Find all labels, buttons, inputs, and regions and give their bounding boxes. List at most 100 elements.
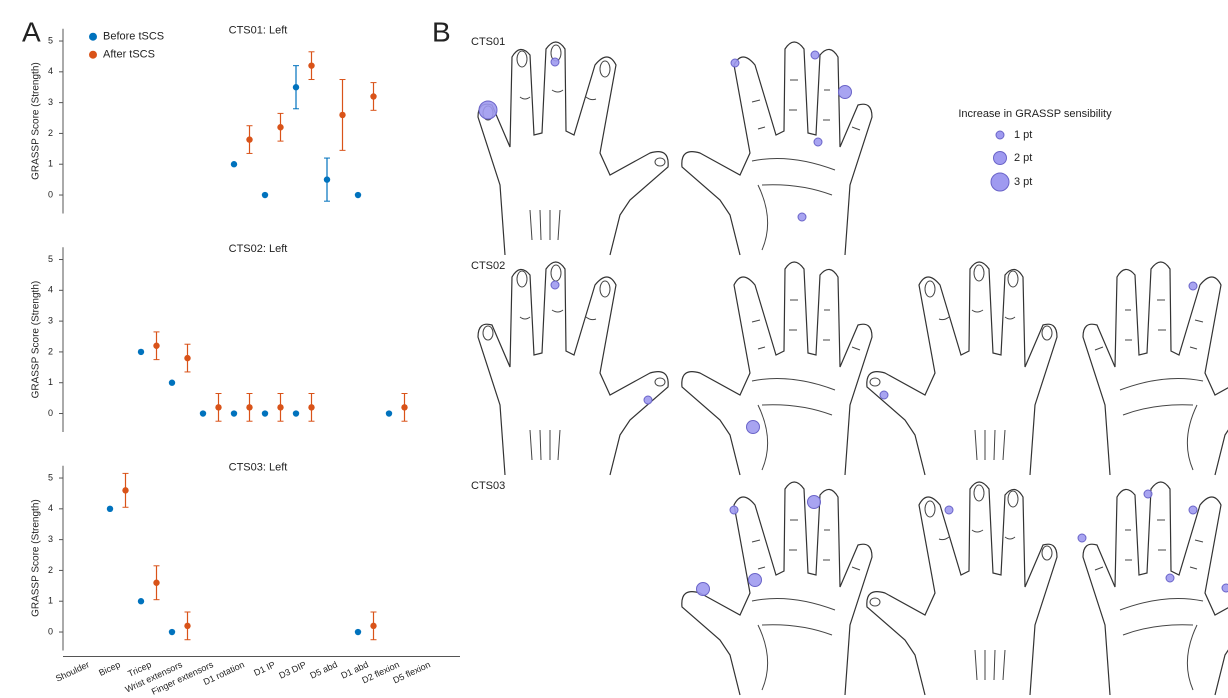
y-tick-label: 5 [48, 35, 53, 45]
sensibility-marker [810, 50, 820, 60]
data-point [168, 628, 176, 636]
sensibility-marker [1188, 281, 1198, 291]
subject-label: CTS03 [471, 480, 505, 492]
data-point [199, 410, 207, 417]
y-tick-label: 1 [48, 377, 53, 387]
data-point [292, 410, 300, 417]
y-tick-label: 1 [48, 596, 53, 606]
y-tick-label: 5 [48, 472, 53, 482]
y-axis-label: GRASSP Score (Strength) [31, 499, 42, 617]
map-legend-marker [990, 172, 1010, 192]
subject-label: CTS02 [471, 260, 505, 272]
y-tick-label: 4 [48, 66, 53, 76]
data-point [354, 628, 362, 636]
data-point [168, 379, 176, 386]
data-point [370, 622, 377, 630]
sensibility-marker [643, 395, 653, 405]
hand-drawing [866, 481, 1058, 696]
sensibility-marker [478, 100, 498, 120]
data-point [184, 622, 191, 630]
data-point [246, 404, 253, 411]
hand-drawing [1082, 481, 1228, 696]
hand-drawing [681, 481, 873, 696]
data-point [354, 191, 362, 199]
data-point [106, 505, 114, 513]
y-tick-label: 2 [48, 565, 53, 575]
y-tick-label: 2 [48, 346, 53, 356]
data-point [137, 598, 145, 605]
data-point [230, 410, 238, 417]
hand-drawing [1082, 261, 1228, 476]
y-tick-label: 3 [48, 534, 53, 544]
data-point [246, 136, 253, 143]
legend-label: Before tSCS [103, 31, 164, 43]
map-legend-marker [993, 151, 1007, 165]
y-tick-label: 2 [48, 128, 53, 138]
panel-label: A [22, 16, 41, 47]
sensibility-marker [746, 420, 760, 434]
sensibility-marker [550, 57, 560, 67]
data-point [215, 404, 222, 411]
x-tick-label: Bicep [97, 659, 122, 678]
map-legend-label: 3 pt [1014, 176, 1032, 188]
sensibility-marker [1143, 489, 1153, 499]
data-point [292, 84, 300, 91]
data-point [122, 487, 129, 494]
data-point [339, 111, 346, 119]
y-axis-label: GRASSP Score (Strength) [31, 62, 42, 180]
map-legend-label: 1 pt [1014, 129, 1032, 141]
data-point [184, 354, 191, 362]
x-tick-label: Shoulder [54, 659, 91, 683]
sensibility-marker [1077, 533, 1087, 543]
sensibility-marker [1221, 583, 1228, 593]
y-axis-label: GRASSP Score (Strength) [31, 281, 42, 399]
legend-label: After tSCS [103, 49, 155, 61]
y-tick-label: 5 [48, 254, 53, 264]
legend-marker [89, 32, 97, 41]
map-legend-label: 2 pt [1014, 152, 1032, 164]
sensibility-marker [879, 390, 889, 400]
sensibility-marker [944, 505, 954, 515]
y-tick-label: 4 [48, 285, 53, 295]
data-point [261, 191, 269, 199]
sensibility-marker [1188, 505, 1198, 515]
map-legend-title: Increase in GRASSP sensibility [958, 108, 1112, 120]
data-point [401, 404, 408, 411]
data-point [277, 404, 284, 411]
chart-title: CTS03: Left [229, 462, 288, 474]
data-point [153, 342, 160, 349]
sensibility-marker [813, 137, 823, 147]
data-point [370, 93, 377, 100]
data-point [277, 124, 284, 131]
chart-title: CTS01: Left [229, 25, 288, 37]
data-point [153, 579, 160, 586]
sensibility-marker [807, 495, 821, 509]
hand-drawing [681, 261, 873, 476]
sensibility-marker [550, 280, 560, 290]
y-tick-label: 3 [48, 97, 53, 107]
sensibility-marker [1165, 573, 1175, 583]
map-legend-marker [995, 130, 1005, 140]
y-tick-label: 0 [48, 189, 53, 199]
hand-drawing [477, 261, 669, 476]
x-tick-label: D3 DIP [277, 659, 308, 680]
y-tick-label: 0 [48, 408, 53, 418]
sensibility-marker [748, 573, 762, 587]
sensibility-marker [838, 85, 852, 99]
x-tick-label: D5 abd [308, 659, 339, 680]
sensibility-marker [730, 58, 740, 68]
panel-label: B [432, 16, 451, 47]
y-tick-label: 4 [48, 503, 53, 513]
y-tick-label: 3 [48, 315, 53, 325]
legend-marker [89, 50, 97, 59]
sensibility-marker [797, 212, 807, 222]
data-point [137, 348, 145, 356]
sensibility-marker [696, 582, 710, 596]
data-point [230, 161, 238, 168]
x-tick-label: D1 IP [252, 659, 277, 678]
data-point [261, 410, 269, 417]
subject-label: CTS01 [471, 36, 505, 48]
y-tick-label: 0 [48, 626, 53, 636]
